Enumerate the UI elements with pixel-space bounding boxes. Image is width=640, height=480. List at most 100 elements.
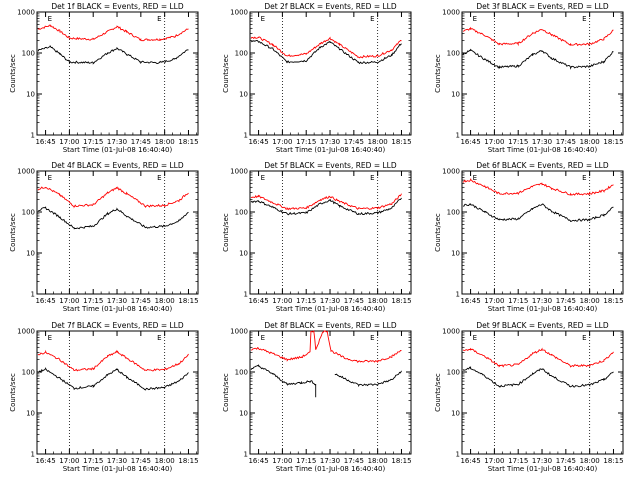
y-tick-label: 100	[22, 209, 35, 217]
x-axis-label: Start Time (01-Jul-08 16:40:40)	[63, 146, 173, 154]
x-tick-label: 18:15	[391, 457, 411, 465]
event-marker: E	[157, 15, 161, 23]
chart-title: Det 2f BLACK = Events, RED = LLD	[264, 2, 397, 11]
y-tick-label: 1000	[17, 168, 35, 176]
y-tick-label: 10	[451, 91, 460, 99]
plot-frame	[249, 11, 412, 136]
y-axis-label: Counts/sec	[222, 373, 230, 412]
x-tick-label: 17:30	[532, 297, 552, 305]
event-marker: E	[370, 174, 374, 182]
x-tick-label: 17:15	[296, 138, 316, 146]
y-tick-label: 10	[26, 250, 35, 258]
y-tick-label: 1	[31, 291, 35, 299]
y-axis-label: Counts/sec	[434, 54, 442, 93]
x-tick-label: 16:45	[248, 457, 268, 465]
x-tick-label: 17:45	[344, 297, 364, 305]
x-tick-label: 18:15	[178, 297, 198, 305]
event-marker: E	[48, 174, 52, 182]
plot-frame	[36, 170, 199, 295]
chart-title: Det 4f BLACK = Events, RED = LLD	[51, 161, 184, 170]
event-marker: E	[582, 15, 586, 23]
lld-series-line	[462, 177, 614, 196]
chart-title: Det 3f BLACK = Events, RED = LLD	[476, 2, 609, 11]
event-marker: E	[582, 334, 586, 342]
x-tick-label: 18:00	[580, 297, 600, 305]
y-axis-label: Counts/sec	[434, 213, 442, 252]
event-marker: E	[473, 15, 477, 23]
y-tick-label: 1	[456, 132, 460, 140]
x-tick-label: 16:45	[248, 138, 268, 146]
x-tick-label: 17:30	[532, 457, 552, 465]
y-tick-label: 1000	[230, 9, 248, 17]
chart-panel-5: Det 5f BLACK = Events, RED = LLD 1 10 100 10…	[222, 161, 412, 313]
x-tick-label: 16:45	[460, 138, 480, 146]
x-tick-label: 17:45	[131, 457, 151, 465]
chart-panel-8: Det 8f BLACK = Events, RED = LLD 1 10 100 10…	[222, 321, 412, 473]
x-axis-label: Start Time (01-Jul-08 16:40:40)	[63, 305, 173, 313]
plot-frame	[461, 170, 624, 295]
events-series-line	[250, 197, 402, 216]
x-tick-label: 17:15	[508, 138, 528, 146]
y-tick-label: 1	[244, 451, 248, 459]
x-axis-label: Start Time (01-Jul-08 16:40:40)	[276, 305, 386, 313]
event-marker: E	[157, 334, 161, 342]
x-tick-label: 18:00	[155, 297, 175, 305]
lld-series-line	[250, 193, 402, 211]
chart-title: Det 6f BLACK = Events, RED = LLD	[476, 161, 609, 170]
y-tick-label: 1	[456, 291, 460, 299]
chart-title: Det 1f BLACK = Events, RED = LLD	[51, 2, 184, 11]
chart-panel-4: Det 4f BLACK = Events, RED = LLD 1 10 100 10…	[9, 161, 199, 313]
x-tick-label: 17:45	[556, 297, 576, 305]
events-series-line	[334, 370, 402, 388]
y-tick-label: 10	[26, 410, 35, 418]
x-tick-label: 17:30	[107, 138, 127, 146]
x-tick-label: 17:00	[272, 297, 292, 305]
lld-series-line	[250, 36, 402, 59]
chart-panel-2: Det 2f BLACK = Events, RED = LLD 1 10 100 10…	[222, 2, 412, 154]
chart-title: Det 8f BLACK = Events, RED = LLD	[264, 321, 397, 330]
x-tick-label: 17:15	[508, 457, 528, 465]
events-series-line	[250, 363, 317, 398]
y-tick-label: 100	[447, 50, 460, 58]
x-axis-label: Start Time (01-Jul-08 16:40:40)	[276, 465, 386, 473]
y-tick-label: 1000	[17, 328, 35, 336]
y-tick-label: 1	[31, 132, 35, 140]
chart-panel-6: Det 6f BLACK = Events, RED = LLD 1 10 100 10…	[434, 161, 624, 313]
lld-series-line	[462, 347, 614, 368]
x-tick-label: 17:00	[484, 138, 504, 146]
plot-frame	[249, 170, 412, 295]
y-axis-label: Counts/sec	[222, 213, 230, 252]
y-tick-label: 10	[451, 250, 460, 258]
x-tick-label: 16:45	[248, 297, 268, 305]
chart-panel-7: Det 7f BLACK = Events, RED = LLD 1 10 100 10…	[9, 321, 199, 473]
event-marker: E	[261, 15, 265, 23]
lld-series-line	[37, 24, 189, 42]
lld-series-line	[462, 26, 614, 47]
y-axis-label: Counts/sec	[9, 373, 17, 412]
y-tick-label: 100	[22, 50, 35, 58]
y-tick-label: 1000	[442, 168, 460, 176]
y-tick-label: 10	[26, 91, 35, 99]
lld-series-line	[250, 330, 402, 364]
y-tick-label: 1000	[230, 168, 248, 176]
x-tick-label: 17:45	[556, 138, 576, 146]
x-tick-label: 18:00	[368, 457, 388, 465]
x-tick-label: 18:15	[178, 138, 198, 146]
x-axis-label: Start Time (01-Jul-08 16:40:40)	[488, 305, 598, 313]
y-tick-label: 1000	[17, 9, 35, 17]
x-tick-label: 17:30	[532, 138, 552, 146]
event-marker: E	[473, 334, 477, 342]
events-series-line	[37, 44, 189, 65]
x-tick-label: 18:00	[368, 297, 388, 305]
x-axis-label: Start Time (01-Jul-08 16:40:40)	[488, 146, 598, 154]
y-tick-label: 10	[451, 410, 460, 418]
y-tick-label: 1000	[230, 328, 248, 336]
x-tick-label: 17:00	[484, 297, 504, 305]
x-tick-label: 16:45	[35, 138, 55, 146]
y-tick-label: 100	[447, 369, 460, 377]
x-tick-label: 17:45	[131, 297, 151, 305]
x-tick-label: 17:45	[131, 138, 151, 146]
events-series-line	[462, 366, 614, 388]
event-marker: E	[370, 334, 374, 342]
y-tick-label: 100	[235, 209, 248, 217]
